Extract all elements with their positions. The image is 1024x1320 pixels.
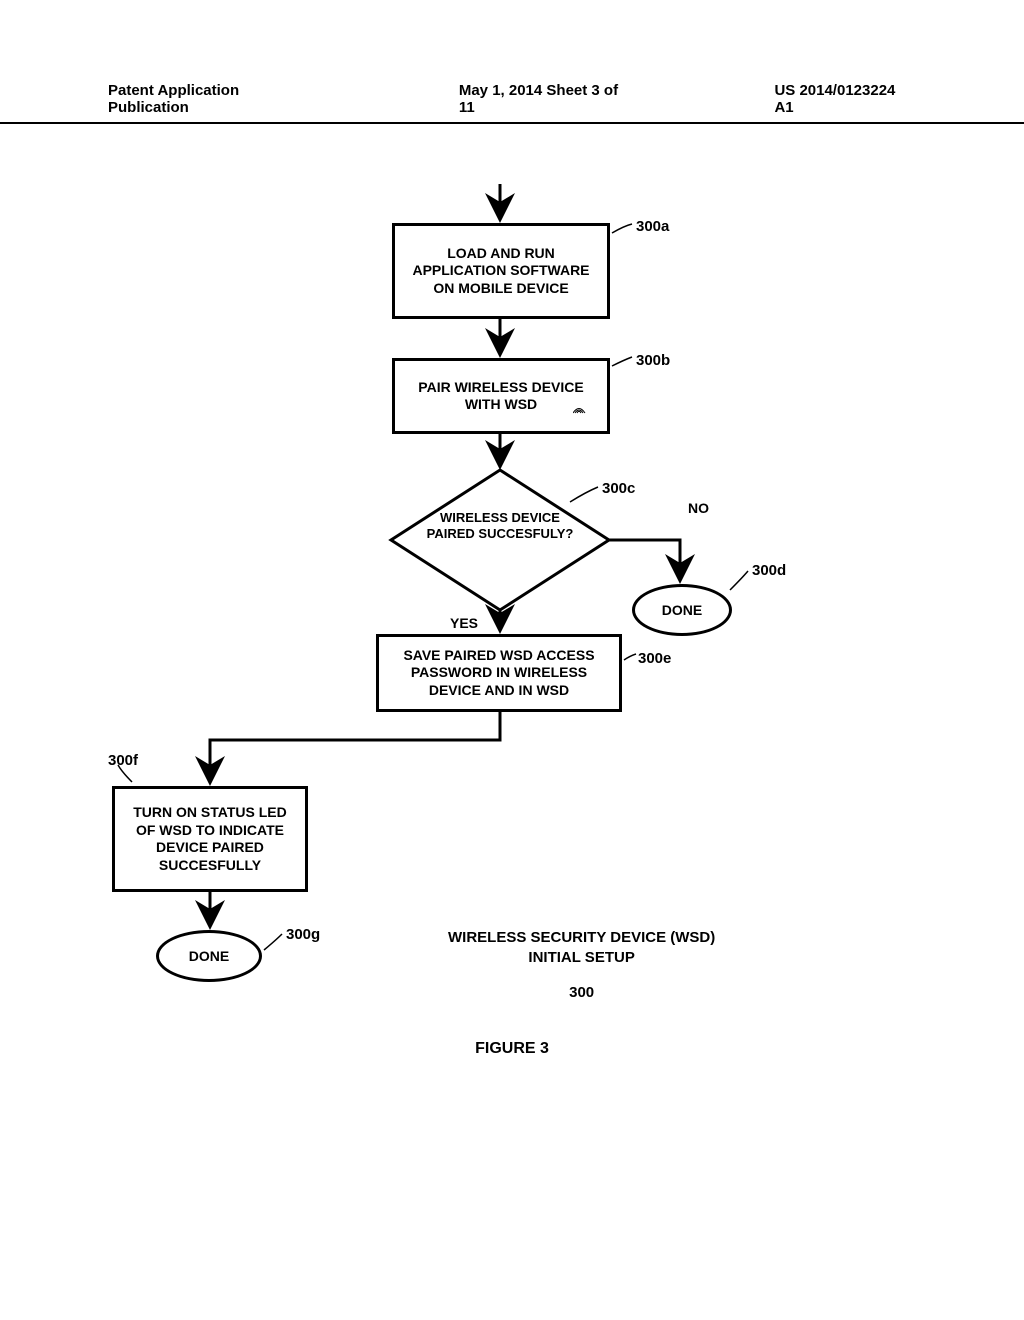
edges-layer <box>0 0 1024 1320</box>
ref-300a: 300a <box>636 218 669 235</box>
figure-caption: FIGURE 3 <box>0 1040 1024 1058</box>
ref-300f: 300f <box>108 752 138 769</box>
edge-yes-text: YES <box>450 615 478 631</box>
edge-label-yes: YES <box>450 615 478 631</box>
title-line2: INITIAL SETUP <box>448 948 715 968</box>
ref-300e: 300e <box>638 650 671 667</box>
ref-300g: 300g <box>286 926 320 943</box>
title-number: 300 <box>448 983 715 1003</box>
ref-300b: 300b <box>636 352 670 369</box>
edge-no-text: NO <box>688 500 709 516</box>
title-line1: WIRELESS SECURITY DEVICE (WSD) <box>448 928 715 948</box>
ref-300d: 300d <box>752 562 786 579</box>
ref-300c: 300c <box>602 480 635 497</box>
edge-label-no: NO <box>688 500 709 516</box>
figure-caption-text: FIGURE 3 <box>475 1040 549 1057</box>
diagram-title: WIRELESS SECURITY DEVICE (WSD) INITIAL S… <box>448 928 715 1003</box>
flowchart-canvas: LOAD AND RUNAPPLICATION SOFTWAREON MOBIL… <box>0 0 1024 1320</box>
